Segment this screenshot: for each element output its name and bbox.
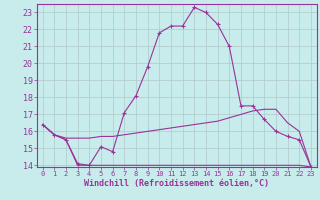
- X-axis label: Windchill (Refroidissement éolien,°C): Windchill (Refroidissement éolien,°C): [84, 179, 269, 188]
